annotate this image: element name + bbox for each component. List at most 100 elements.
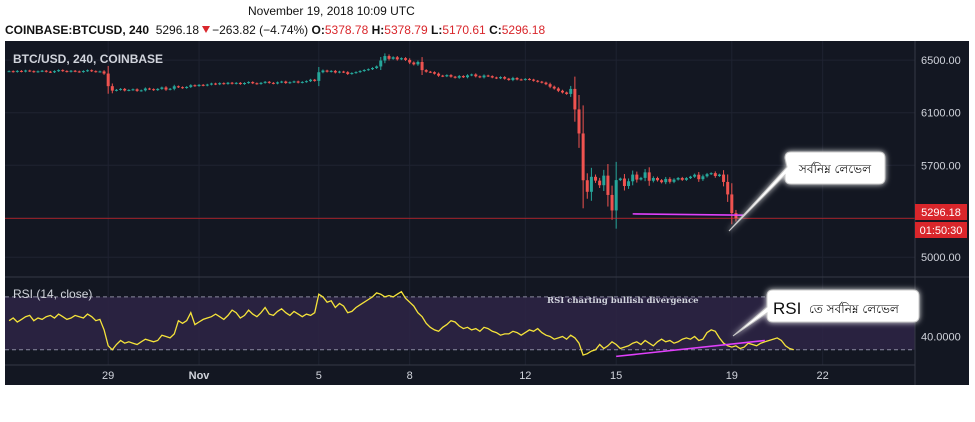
candle-body [61, 70, 65, 72]
candle-body [222, 83, 226, 85]
candle-body [490, 76, 494, 78]
time-tick-label: 22 [817, 370, 829, 382]
price-tag-box [915, 204, 967, 220]
candle-body [164, 87, 168, 90]
candle-body [730, 194, 734, 214]
candle-body [284, 81, 288, 84]
rsi-divergence-annotation: RSI charting bullish divergence [547, 296, 699, 306]
candle-body [395, 57, 399, 60]
candle-body [474, 74, 478, 77]
candle-body [292, 81, 296, 83]
candle-body [379, 60, 383, 67]
candle-body [676, 178, 680, 180]
candle-body [540, 81, 544, 83]
candle-body [404, 58, 408, 60]
candle-body [98, 71, 102, 73]
candle-body [461, 76, 465, 78]
candle-body [350, 73, 354, 75]
candle-body [325, 70, 329, 72]
candle-body [494, 77, 498, 79]
candle-body [689, 176, 693, 179]
candle-body [304, 81, 308, 83]
low-value: 5170.61 [442, 23, 486, 37]
candle-body [705, 174, 709, 177]
candle-body [197, 84, 201, 87]
candle-body [391, 57, 395, 59]
candle-body [577, 109, 581, 134]
chart-datetime: November 19, 2018 10:09 UTC [248, 4, 415, 18]
candle-body [280, 81, 284, 83]
candle-body [317, 72, 321, 81]
candle-body [181, 87, 185, 89]
candle-body [189, 85, 193, 87]
candle-body [131, 89, 135, 91]
candle-body [309, 79, 313, 82]
rsi-axis[interactable]: 40.0000 [921, 332, 961, 344]
candle-body [333, 70, 337, 73]
candle-body [556, 88, 560, 91]
candle-body [32, 71, 36, 73]
candle-body [65, 71, 69, 73]
candle-body [424, 70, 428, 72]
candle-body [263, 81, 267, 83]
candle-body [354, 72, 358, 74]
candle-body [437, 73, 441, 76]
candle-body [722, 174, 726, 182]
candle-body [412, 62, 416, 65]
candle-body [581, 133, 585, 181]
price-callout-bubble [728, 151, 886, 232]
chart-canvas[interactable]: 5000.00 5700.00 6100.00 6500.00 40.0000 29 N… [5, 41, 969, 385]
candle-body [383, 56, 387, 61]
symbol-label: COINBASE:BTCUSD, 240 [5, 23, 150, 37]
candle-body [342, 71, 346, 73]
candle-body [69, 70, 73, 72]
candle-body [449, 75, 453, 77]
price-axis[interactable]: 5000.00 5700.00 6100.00 6500.00 [921, 55, 961, 264]
candle-body [432, 72, 436, 74]
candle-body [238, 82, 242, 85]
candle-body [684, 178, 688, 180]
candle-body [482, 75, 486, 78]
candle-body [457, 76, 461, 78]
candle-body [209, 83, 213, 85]
time-axis[interactable]: 29 Nov 5 8 12 15 19 22 [102, 370, 829, 382]
candle-body [346, 72, 350, 74]
candle-body [94, 71, 98, 73]
candle-body [598, 180, 602, 186]
candle-body [313, 79, 317, 81]
candle-body [375, 66, 379, 69]
candle-body [622, 178, 626, 187]
candle-body [152, 89, 156, 91]
candle-body [19, 70, 23, 72]
candle-body [40, 70, 44, 72]
last-price-tag: 5296.18 01:50:30 [915, 204, 967, 238]
candle-body [602, 175, 606, 186]
candle-body [160, 87, 164, 89]
candle-body [672, 179, 676, 182]
candle-body [713, 173, 717, 177]
candle-body [478, 76, 482, 78]
rsi-line [8, 290, 794, 356]
candle-body [660, 180, 664, 183]
price-divergence-line [632, 213, 745, 216]
rsi-callout-bubble [732, 289, 920, 337]
candle-body [44, 70, 48, 72]
candle-body [503, 77, 507, 79]
candle-body [114, 89, 118, 91]
last-price: 5296.18 [155, 23, 200, 37]
candle-body [28, 70, 32, 72]
candle-body [201, 84, 205, 86]
candle-body [185, 86, 189, 88]
candle-body [127, 89, 131, 91]
price-low-callout: সর্বনিম্ন লেভেল [728, 151, 886, 232]
candle-body [643, 172, 647, 178]
candle-body [48, 71, 52, 73]
candle-body [168, 88, 172, 90]
candle-body [614, 180, 618, 211]
candle-body [548, 84, 552, 87]
candle-body [651, 178, 655, 181]
candle-body [585, 180, 589, 192]
price-tick-label: 5000.00 [921, 252, 961, 264]
close-value: 5296.18 [501, 23, 546, 37]
candle-body [647, 172, 651, 181]
